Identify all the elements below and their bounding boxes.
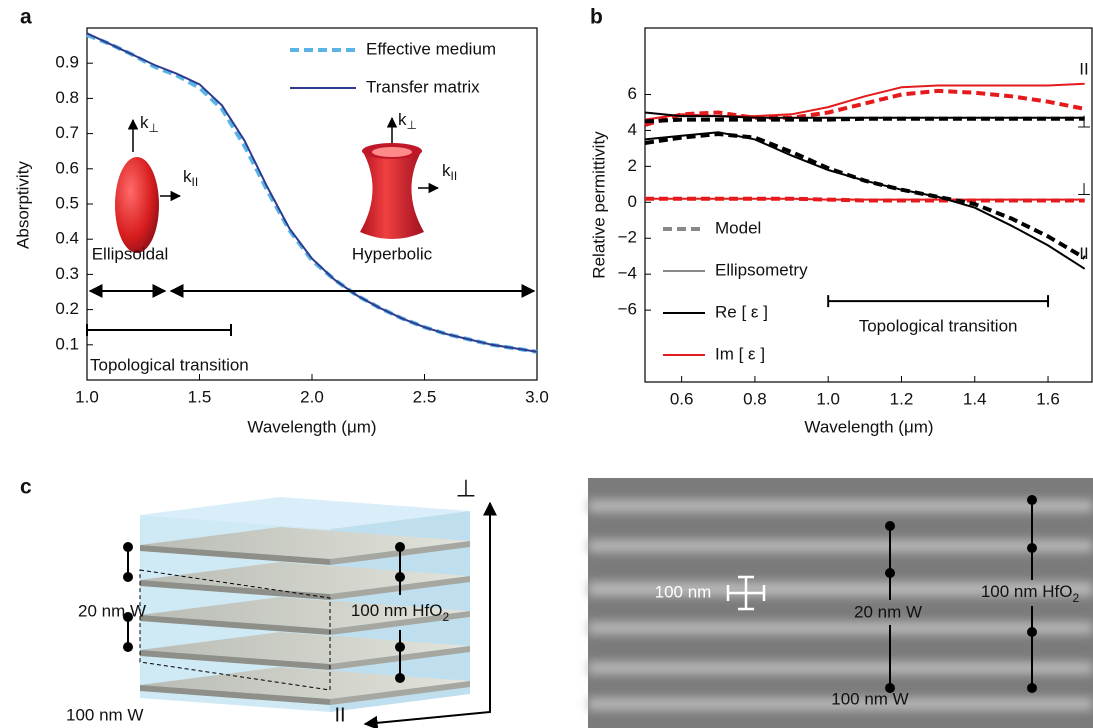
x-tick-label: 1.0 <box>816 389 840 408</box>
y-tick-label: 0.9 <box>55 53 79 72</box>
ellipsoidal-label: Ellipsoidal <box>92 244 169 263</box>
data-line <box>645 134 1085 258</box>
k-par-label: kII <box>442 161 457 183</box>
legend-label: Im [ ε ] <box>715 344 765 363</box>
legend-label: Ellipsometry <box>715 260 808 279</box>
y-tick-label: 6 <box>628 84 637 103</box>
x-tick-label: 1.6 <box>1036 389 1060 408</box>
y-tick-label: 0.2 <box>55 299 79 318</box>
x-tick-label: 2.0 <box>300 387 324 406</box>
ellipsoid-icon <box>115 120 180 253</box>
y-tick-label: 0.8 <box>55 88 79 107</box>
y-tick-label: −6 <box>618 300 637 319</box>
panel-label: a <box>20 6 32 29</box>
panel-label: c <box>20 476 32 499</box>
y-tick-label: 0.4 <box>55 229 79 248</box>
curve-label: ⊥ <box>1077 180 1092 199</box>
x-tick-label: 1.5 <box>188 387 212 406</box>
x-tick-label: 0.8 <box>743 389 767 408</box>
panel-label: b <box>590 6 603 29</box>
perp-label: ⊥ <box>456 475 477 502</box>
legend-label: Model <box>715 218 761 237</box>
k-perp-label: k⊥ <box>140 113 159 135</box>
x-tick-label: 1.0 <box>75 387 99 406</box>
y-tick-label: −4 <box>618 264 637 283</box>
y-tick-label: 4 <box>628 120 637 139</box>
x-axis-label: Wavelength (μm) <box>804 417 933 436</box>
x-tick-label: 3.0 <box>525 387 549 406</box>
thin-w-label: 20 nm W <box>78 601 146 620</box>
k-par-label: kII <box>183 167 198 189</box>
k-perp-label: k⊥ <box>398 110 417 132</box>
legend-label: Re [ ε ] <box>715 302 768 321</box>
transition-label: Topological transition <box>90 356 249 375</box>
curve-label: II <box>1079 244 1088 263</box>
data-line <box>645 199 1085 200</box>
scale-label: 100 nm <box>655 582 712 601</box>
thin-w-label: 20 nm W <box>854 602 922 621</box>
legend-label: Effective medium <box>366 39 496 58</box>
figure: k⊥ kII Ellipsoidal k⊥ kII Hyperbolic c 2… <box>0 0 1093 728</box>
y-tick-label: 0.5 <box>55 193 79 212</box>
x-axis-label: Wavelength (μm) <box>247 417 376 436</box>
par-label: II <box>334 704 345 726</box>
thick-w-label: 100 nm W <box>831 689 908 708</box>
thick-w-label: 100 nm W <box>66 705 143 724</box>
y-tick-label: 0.6 <box>55 158 79 177</box>
x-tick-label: 2.5 <box>413 387 437 406</box>
y-tick-label: 0.3 <box>55 264 79 283</box>
y-tick-label: 0.7 <box>55 123 79 142</box>
data-line <box>645 84 1085 120</box>
curve-label: ⊥ <box>1077 113 1092 132</box>
y-axis-label: Relative permittivity <box>589 131 608 279</box>
y-tick-label: −2 <box>618 228 637 247</box>
x-tick-label: 1.4 <box>963 389 987 408</box>
y-tick-label: 0.1 <box>55 334 79 353</box>
curve-label: II <box>1079 60 1088 79</box>
data-line <box>645 113 1085 118</box>
y-tick-label: 0 <box>628 192 637 211</box>
transition-label: Topological transition <box>859 317 1018 336</box>
hyperbolic-label: Hyperbolic <box>352 244 433 263</box>
data-line <box>645 119 1085 122</box>
y-tick-label: 2 <box>628 156 637 175</box>
y-axis-label: Absorptivity <box>13 161 32 249</box>
hyperboloid-icon <box>360 118 438 239</box>
x-tick-label: 0.6 <box>670 389 694 408</box>
x-tick-label: 1.2 <box>890 389 914 408</box>
legend-label: Transfer matrix <box>366 77 480 96</box>
